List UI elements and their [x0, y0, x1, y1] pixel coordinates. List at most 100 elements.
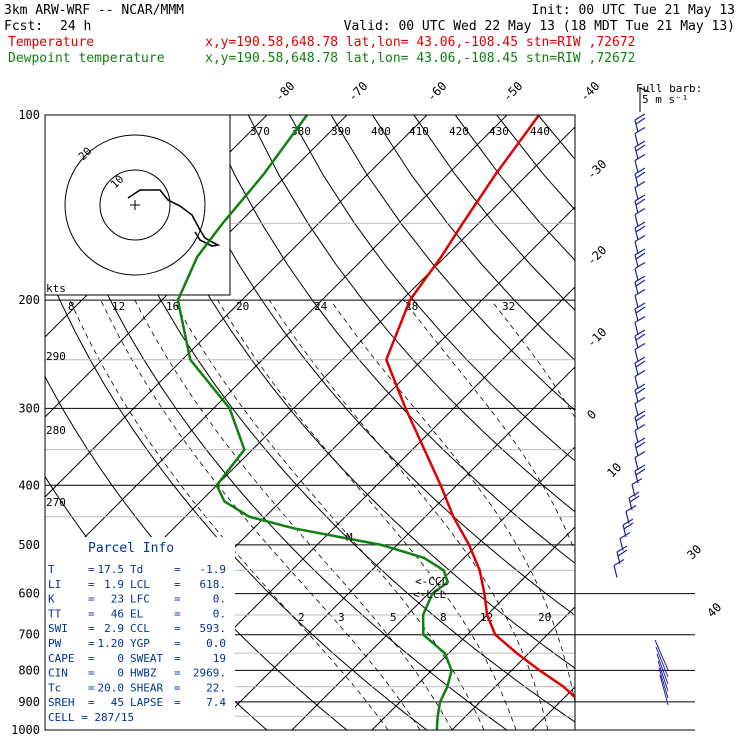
wind-barb-9 [634, 241, 639, 254]
wind-barb-low-1 [655, 646, 669, 678]
wind-barb-flag-1 [634, 126, 646, 135]
parcel-label-swi: SWI [48, 622, 68, 635]
parcel-value-swi: 2.9 [104, 622, 124, 635]
wind-barb-16 [634, 335, 639, 349]
wind-barb-flag-3 [634, 153, 646, 162]
wind-barb-flag2-6 [635, 198, 646, 206]
wind-barb-14 [634, 308, 639, 322]
wind-barb-7 [634, 214, 639, 227]
wind-barb-15 [634, 322, 639, 335]
parcel-value-lapse: 7.4 [206, 696, 226, 709]
wind-barb-flag2-12 [635, 279, 646, 287]
m-marker: M [346, 531, 353, 544]
wind-barb-19 [634, 376, 639, 389]
parcel-eq-5: = [88, 637, 95, 650]
temp-tick-5: -30 [584, 157, 609, 182]
parcel-value-hwbz: 2969. [193, 667, 226, 680]
lcl-marker: <-LCL [413, 588, 446, 601]
full-barb-label: Full barb: [636, 82, 702, 95]
parcel-label-ygp: YGP [130, 637, 150, 650]
wind-barb-13 [634, 295, 639, 308]
dry-adiabat-410 [580, 115, 740, 730]
fcst-value: 24 h [60, 19, 91, 34]
wind-barb-flag-33 [613, 558, 625, 567]
hodo-units-label: kts [46, 282, 66, 295]
pressure-label-600: 600 [18, 587, 40, 601]
isotherm--20 [291, 446, 575, 730]
pressure-label-400: 400 [18, 478, 40, 492]
theta-label-420: 420 [449, 125, 469, 138]
mixing-ratio-label-8: 8 [440, 611, 447, 624]
parcel-label-lcl: LCL [130, 578, 150, 591]
wind-barb-22 [634, 416, 639, 430]
parcel-value-li: 1.9 [104, 578, 124, 591]
isotherm-0 [451, 606, 575, 730]
temp-tick-10: 30 [684, 542, 704, 562]
speed-label-8: 8 [68, 300, 75, 313]
wind-barb-flag-2 [634, 140, 646, 148]
wind-barb-flag-7 [634, 207, 646, 216]
pressure-label-300: 300 [18, 401, 40, 415]
parcel-eq2-0: = [174, 563, 181, 576]
parcel-cell: CELL = 287/15 [48, 711, 134, 724]
wind-barb-flag-25 [634, 450, 646, 459]
wind-barb-10 [634, 254, 639, 268]
theta-low-label-290: 290 [46, 350, 66, 363]
parcel-label-sreh: SREH [48, 696, 75, 709]
speed-label-16: 16 [166, 300, 179, 313]
isotherm--30 [211, 366, 575, 730]
isotherm--10 [371, 526, 575, 730]
moist-adiabat-20 [403, 299, 575, 553]
wind-barbs [613, 113, 669, 706]
wind-barb-flag-23 [634, 423, 646, 432]
hodo-ring-1 [64, 134, 206, 276]
temp-tick-8: 0 [584, 407, 599, 422]
wind-barb-flag-32 [616, 545, 628, 553]
wind-barb-flag2-22 [635, 414, 646, 422]
temp-tick-0: -80 [272, 79, 297, 104]
wind-barb-flag-11 [634, 261, 646, 270]
pressure-label-500: 500 [18, 538, 40, 552]
hodo-ring-0 [99, 169, 171, 241]
dry-adiabat-370 [413, 115, 575, 311]
init-time: Init: 00 UTC Tue 21 May 13 [532, 3, 736, 18]
wind-barb-flag-19 [634, 369, 646, 378]
wind-barb-4 [634, 173, 639, 187]
wind-barb-flag2-16 [635, 333, 646, 341]
parcel-label-li: LI [48, 578, 61, 591]
parcel-value-tc: 20.0 [98, 681, 125, 694]
wind-barb-flag-30 [622, 518, 634, 526]
parcel-eq-8: = [88, 681, 95, 694]
mixing-ratio-label-2: 2 [298, 611, 305, 624]
wind-barb-5 [634, 187, 639, 200]
parcel-eq2-7: = [174, 667, 181, 680]
theta-low-label-280: 280 [46, 424, 66, 437]
moist-adiabat-16 [330, 299, 575, 704]
wind-barb-flag2-14 [635, 306, 646, 314]
profiles [176, 115, 575, 730]
parcel-eq2-4: = [174, 622, 181, 635]
wind-barb-flag-22 [634, 410, 646, 418]
fcst-label: Fcst: [4, 19, 43, 34]
wind-barb-flag-8 [634, 221, 646, 229]
mixing-ratio-label-5: 5 [390, 611, 397, 624]
wind-barb-flag-13 [634, 288, 646, 297]
wind-barb-6 [634, 200, 639, 214]
theta-label-440: 440 [530, 125, 550, 138]
wind-barb-flag2-26 [635, 468, 646, 476]
parcel-eq-2: = [88, 593, 95, 606]
parcel-value-t: 17.5 [98, 563, 125, 576]
wind-barb-12 [634, 281, 639, 295]
theta-low-label-270: 270 [46, 496, 66, 509]
parcel-eq2-2: = [174, 593, 181, 606]
wind-barb-11 [634, 268, 639, 281]
isotherm--80 [45, 115, 428, 498]
wind-barb-flag-5 [634, 180, 646, 189]
parcel-eq-3: = [88, 607, 95, 620]
wind-barb-2 [634, 146, 639, 160]
wind-barb-24 [634, 443, 639, 457]
dry-adiabat-430 [662, 115, 740, 730]
parcel-label-hwbz: HWBZ [130, 667, 157, 680]
